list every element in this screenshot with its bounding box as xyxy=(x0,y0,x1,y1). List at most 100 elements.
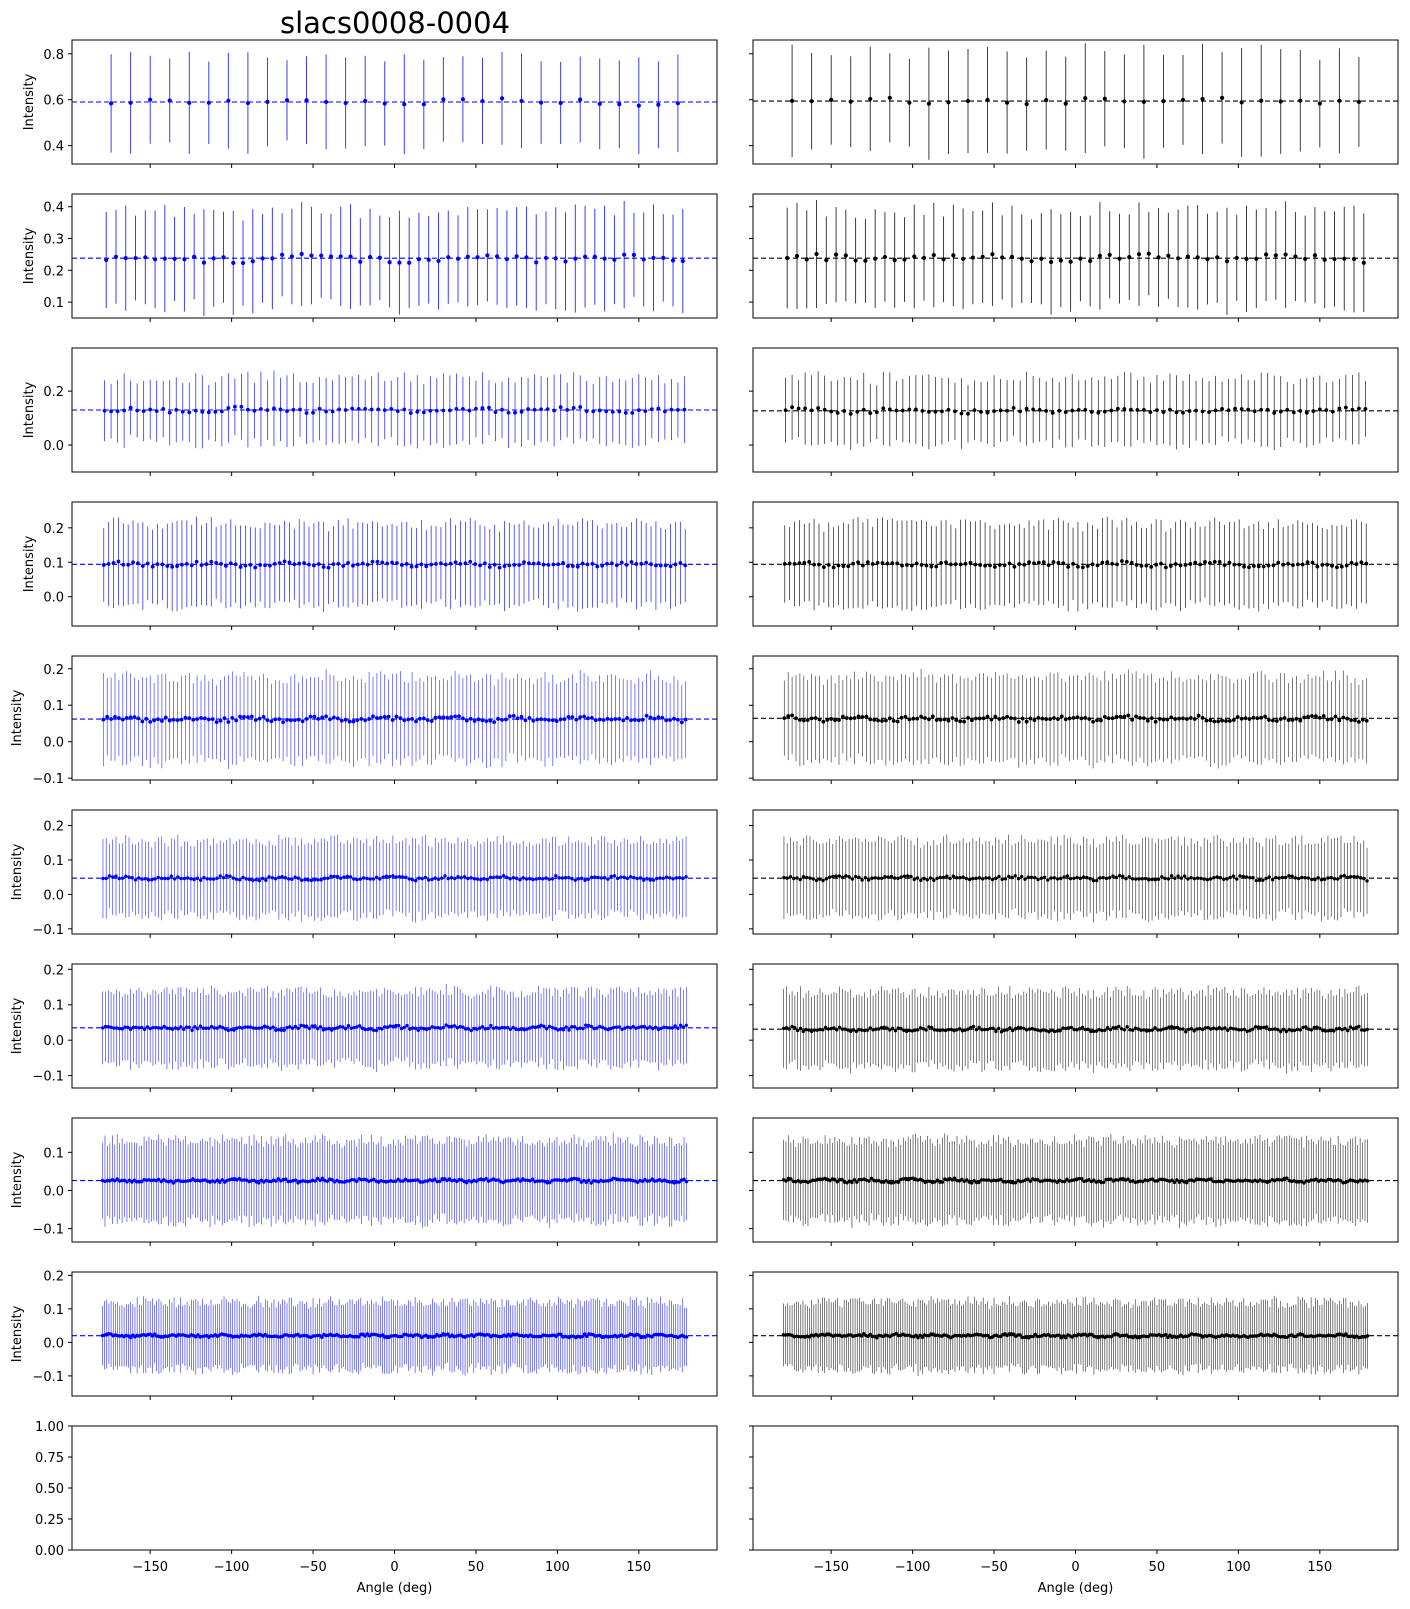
data-point xyxy=(904,1029,909,1034)
data-point xyxy=(1247,717,1252,721)
data-point xyxy=(866,878,871,882)
data-point xyxy=(355,562,360,567)
data-point xyxy=(167,410,172,415)
data-point xyxy=(442,1176,447,1181)
data-point xyxy=(436,877,441,881)
y-tick-label: 0.0 xyxy=(43,591,64,606)
data-point xyxy=(1290,718,1295,722)
data-point xyxy=(1044,717,1049,721)
data-point xyxy=(944,560,948,565)
data-point xyxy=(619,560,624,565)
data-point xyxy=(1220,407,1224,411)
data-point xyxy=(1357,406,1361,411)
data-point xyxy=(596,875,600,880)
data-point xyxy=(837,1025,842,1030)
data-point xyxy=(1323,1029,1328,1033)
data-point xyxy=(1097,253,1103,258)
data-point xyxy=(347,719,352,724)
data-point xyxy=(1088,258,1093,264)
data-point xyxy=(1174,410,1179,415)
data-point xyxy=(1365,1027,1369,1032)
data-point xyxy=(1220,1027,1224,1031)
data-point xyxy=(790,405,794,410)
data-point xyxy=(260,876,265,881)
data-point xyxy=(567,1028,571,1032)
data-point xyxy=(802,560,807,565)
data-point xyxy=(790,1024,794,1029)
data-point xyxy=(1286,718,1291,722)
data-point xyxy=(252,408,257,413)
data-point xyxy=(394,1023,398,1028)
data-point xyxy=(949,562,953,567)
data-point xyxy=(575,564,580,569)
data-point xyxy=(950,1178,954,1182)
data-point xyxy=(648,878,652,882)
data-point xyxy=(404,562,409,566)
data-point xyxy=(656,406,661,411)
data-point xyxy=(990,252,995,257)
data-point xyxy=(472,719,477,723)
data-point xyxy=(1129,560,1134,565)
data-point xyxy=(612,874,617,878)
data-point xyxy=(326,565,331,570)
data-point xyxy=(181,1027,186,1031)
data-point xyxy=(1159,561,1163,566)
data-point xyxy=(328,254,334,259)
y-tick-label: −0.1 xyxy=(32,1070,64,1085)
data-point xyxy=(1038,1179,1042,1183)
data-point xyxy=(1124,559,1129,564)
data-point xyxy=(1341,715,1346,720)
data-point xyxy=(1253,1025,1258,1029)
data-point xyxy=(226,1028,231,1033)
data-point xyxy=(380,1333,385,1337)
data-point xyxy=(343,717,348,722)
data-point xyxy=(609,874,613,879)
data-point xyxy=(1317,715,1322,720)
data-point xyxy=(284,98,290,103)
data-point xyxy=(881,406,886,411)
data-point xyxy=(932,878,936,882)
data-point xyxy=(580,876,584,881)
data-point xyxy=(563,259,568,264)
data-point xyxy=(133,255,138,261)
data-point xyxy=(919,878,923,883)
subplot-r2-c2 xyxy=(749,193,1399,322)
data-point xyxy=(128,1027,133,1032)
data-point xyxy=(250,259,255,264)
data-point xyxy=(651,255,656,260)
data-point xyxy=(814,251,819,257)
data-point xyxy=(348,254,353,259)
data-point xyxy=(1216,719,1221,724)
data-point xyxy=(1263,252,1269,257)
data-point xyxy=(365,562,370,567)
data-point xyxy=(1101,875,1105,880)
data-point xyxy=(958,719,963,724)
data-point xyxy=(843,253,848,258)
data-point xyxy=(851,561,856,566)
data-point xyxy=(786,714,791,718)
data-point xyxy=(787,561,792,566)
data-point xyxy=(919,714,923,719)
axes-frame xyxy=(752,963,1399,1089)
data-point xyxy=(823,1025,828,1030)
y-tick-label: 0.3 xyxy=(43,233,64,248)
data-point xyxy=(1080,565,1085,570)
data-point xyxy=(150,564,155,569)
data-point xyxy=(324,1027,328,1031)
data-point xyxy=(157,1177,161,1182)
data-point xyxy=(282,1028,286,1032)
data-point xyxy=(268,1026,272,1031)
data-point xyxy=(534,260,539,265)
data-point xyxy=(1139,564,1144,568)
data-point xyxy=(809,1029,814,1034)
data-point xyxy=(1251,715,1256,720)
data-point xyxy=(1170,1025,1174,1029)
data-point xyxy=(829,409,834,414)
data-point xyxy=(985,714,990,719)
data-point xyxy=(1164,565,1168,570)
data-point xyxy=(1263,714,1267,719)
data-point xyxy=(1198,1026,1202,1031)
data-point xyxy=(191,1177,195,1181)
y-tick-label: −0.1 xyxy=(32,923,64,938)
data-point xyxy=(1111,874,1115,878)
